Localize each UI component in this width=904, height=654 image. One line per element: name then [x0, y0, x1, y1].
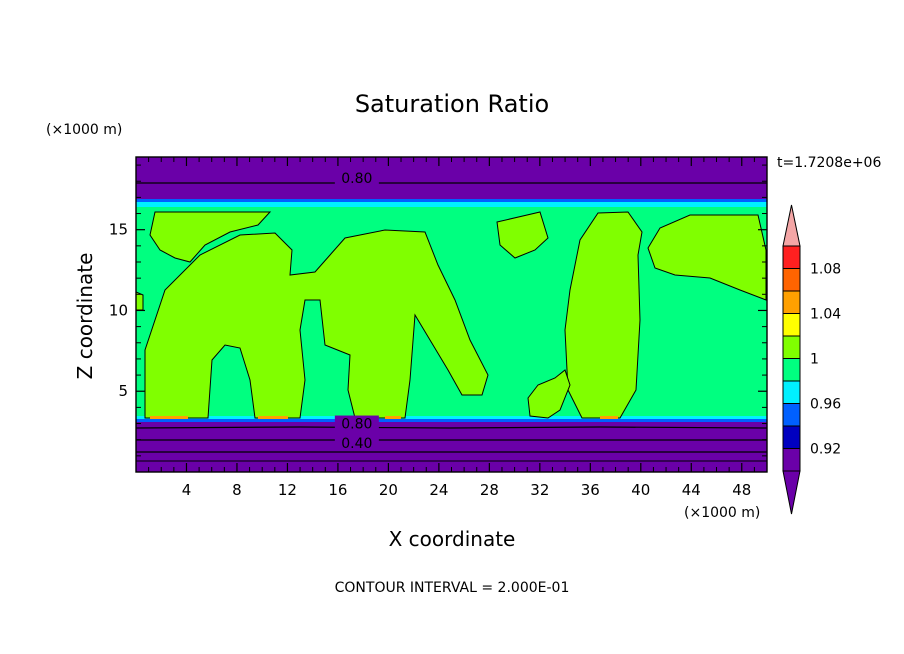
x-tick-label: 48 [732, 481, 751, 499]
x-tick-label: 16 [328, 481, 347, 499]
colorbar-label: 0.92 [810, 442, 841, 458]
time-label: t=1.7208e+06 [777, 155, 881, 171]
contour-label: 0.40 [341, 436, 372, 452]
x-tick-label: 12 [278, 481, 297, 499]
colorbar-label: 1 [810, 352, 819, 368]
contour-label: 0.80 [341, 417, 372, 433]
contour-label-bg [334, 415, 379, 430]
colorbar-swatch [782, 403, 801, 427]
y-axis-label: Z coordinate [73, 253, 97, 380]
colorbar-swatch [782, 290, 801, 314]
band-cyan-top [136, 202, 767, 207]
colorbar-swatch [782, 245, 801, 269]
region-blob-6 [527, 369, 571, 419]
x-tick-label: 44 [682, 481, 701, 499]
y-tick-label: 10 [109, 301, 128, 319]
x-axis-label: X coordinate [389, 527, 516, 551]
band-blue-top [136, 199, 767, 202]
colorbar-label: 1.04 [810, 307, 841, 323]
y-tick-label: 15 [109, 221, 128, 239]
colorbar-top-arrow [782, 204, 801, 247]
contour-interval-label: CONTOUR INTERVAL = 2.000E-01 [335, 580, 570, 596]
colorbar-label: 0.96 [810, 397, 841, 413]
x-tick-label: 40 [631, 481, 650, 499]
highlight-4 [600, 416, 618, 419]
contour-labels: 0.80 0.80 0.40 [334, 170, 379, 452]
x-tick-label: 20 [379, 481, 398, 499]
highlight-1 [150, 416, 188, 419]
colorbar-swatch [782, 448, 801, 472]
x-tick-label: 4 [182, 481, 192, 499]
x-tick-label: 24 [429, 481, 448, 499]
contour-label-bg [334, 170, 379, 184]
colorbar-swatch [782, 358, 801, 382]
highlight-2 [258, 416, 288, 419]
x-units-label: (×1000 m) [684, 505, 760, 521]
region-blob-1 [149, 211, 272, 263]
colorbar-swatch [782, 268, 801, 292]
contour-label-bg [334, 434, 379, 449]
region-blob-2 [144, 229, 489, 419]
colorbar-swatch [782, 380, 801, 404]
y-units-label: (×1000 m) [46, 122, 122, 138]
region-blob-3 [496, 211, 549, 259]
plot-area [136, 157, 767, 472]
x-tick-label: 36 [581, 481, 600, 499]
colorbar-bottom-arrow [782, 470, 801, 515]
contour-label: 0.80 [341, 171, 372, 187]
chart-title: Saturation Ratio [355, 90, 549, 118]
y-tick-label: 5 [118, 382, 128, 400]
band-blue-bottom [136, 419, 767, 422]
region-blob-5 [647, 214, 767, 301]
contour-line-bottom-1 [136, 426, 767, 429]
colorbar-label: 1.08 [810, 262, 841, 278]
colorbar-swatch [782, 313, 801, 337]
x-tick-label: 32 [530, 481, 549, 499]
colorbar: 1.08 1.04 1 0.96 0.92 [782, 204, 841, 515]
x-tick-label: 28 [480, 481, 499, 499]
x-tick-label: 8 [232, 481, 242, 499]
highlight-3 [385, 416, 401, 419]
band-cyan-bottom [136, 416, 767, 420]
colorbar-swatch [782, 335, 801, 359]
colorbar-swatch [782, 425, 801, 449]
